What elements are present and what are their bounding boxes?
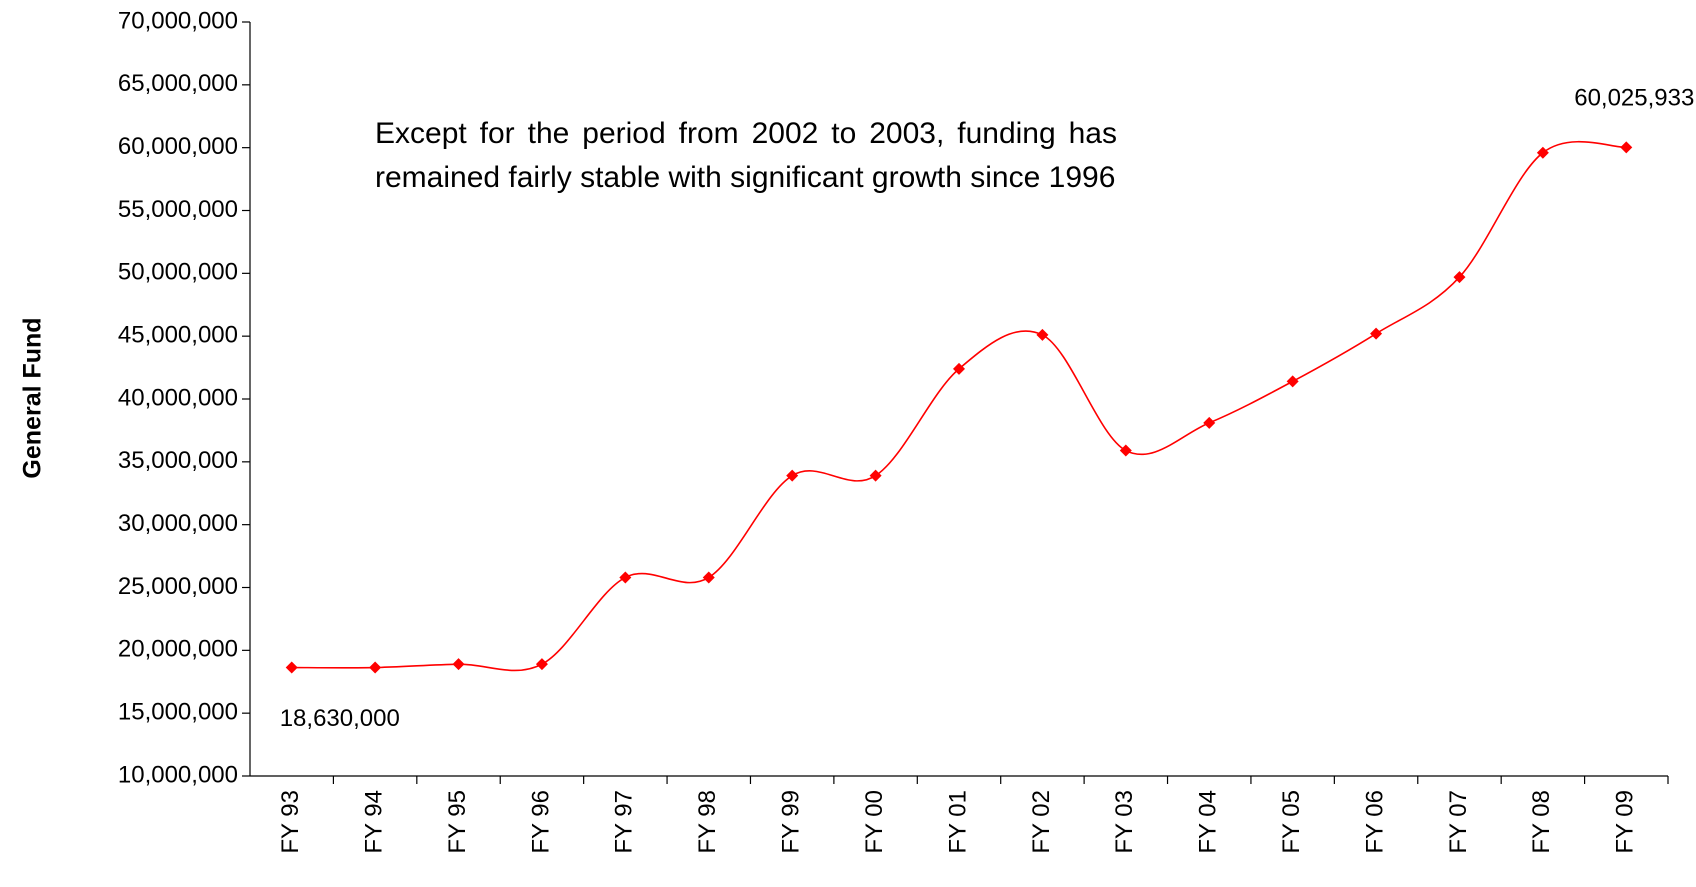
x-tick-label: FY 06 [1361, 790, 1388, 854]
x-tick-label: FY 97 [611, 790, 638, 854]
marker [869, 469, 882, 482]
marker [953, 362, 965, 375]
marker [535, 658, 548, 671]
x-tick-label: FY 96 [527, 790, 554, 854]
data-label: 60,025,933 [1574, 85, 1694, 112]
marker [452, 658, 465, 671]
y-tick-label: 30,000,000 [118, 510, 238, 537]
x-tick-label: FY 95 [444, 790, 471, 854]
x-tick-label: FY 01 [944, 790, 971, 854]
x-tick-label: FY 04 [1195, 790, 1222, 854]
x-tick-label: FY 98 [694, 790, 721, 854]
x-tick-label: FY 05 [1278, 790, 1305, 854]
x-tick-label: FY 99 [778, 790, 805, 854]
y-tick-label: 25,000,000 [118, 573, 238, 600]
y-tick-label: 55,000,000 [118, 196, 238, 223]
y-tick-label: 40,000,000 [118, 384, 238, 411]
marker [702, 571, 715, 584]
marker [1036, 328, 1049, 341]
annotation: Except for the period from 2002 to 2003,… [375, 117, 1117, 194]
marker [786, 469, 799, 482]
data-label: 18,630,000 [280, 705, 400, 732]
x-tick-label: FY 93 [277, 790, 304, 854]
y-tick-label: 45,000,000 [118, 322, 238, 349]
y-tick-label: 35,000,000 [118, 447, 238, 474]
y-axis-title: General Fund [19, 317, 47, 478]
marker [1286, 375, 1299, 388]
line [291, 140, 1627, 672]
y-tick-label: 15,000,000 [118, 699, 238, 726]
x-tick-label: FY 08 [1528, 790, 1555, 854]
x-tick-label: FY 00 [861, 790, 888, 854]
marker [619, 571, 632, 584]
marker [369, 661, 382, 674]
marker [1620, 141, 1633, 154]
x-tick-label: FY 03 [1111, 790, 1138, 854]
marker [1370, 327, 1383, 340]
y-tick-label: 50,000,000 [118, 259, 238, 286]
x-tick-label: FY 09 [1612, 790, 1639, 854]
y-tick-label: 65,000,000 [118, 70, 238, 97]
marker [285, 661, 298, 674]
y-tick-label: 20,000,000 [118, 636, 238, 663]
marker [1453, 271, 1466, 284]
x-tick-label: FY 02 [1028, 790, 1055, 854]
marker [1119, 444, 1132, 457]
marker [1536, 146, 1549, 159]
marker [1203, 416, 1216, 429]
x-tick-label: FY 94 [360, 790, 387, 854]
x-tick-label: FY 07 [1445, 790, 1472, 854]
y-tick-label: 70,000,000 [118, 7, 238, 34]
y-tick-label: 10,000,000 [118, 761, 238, 788]
y-tick-label: 60,000,000 [118, 133, 238, 160]
